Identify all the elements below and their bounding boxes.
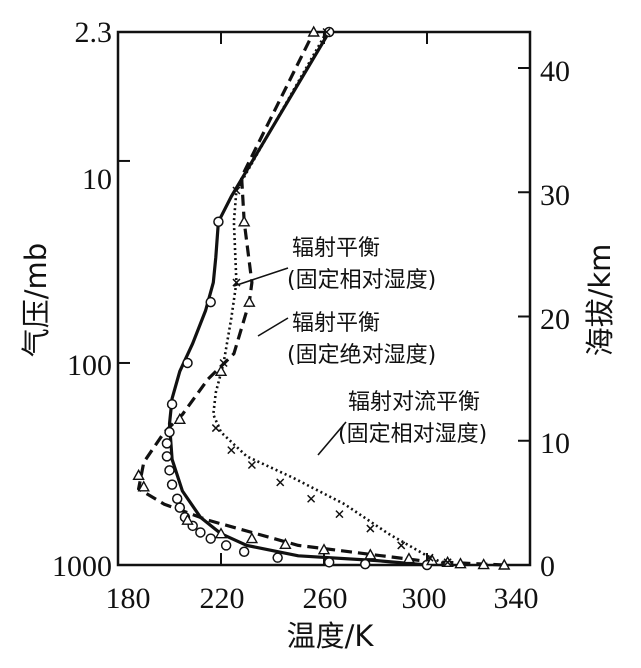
data-point-circle [213, 216, 224, 228]
annotation-arrow [257, 317, 289, 337]
data-point-circle [182, 357, 193, 369]
y-right-tick-label: 30 [540, 179, 570, 212]
data-point-x [276, 478, 285, 487]
data-point-circle [161, 438, 173, 449]
data-point-triangle [137, 480, 150, 492]
series-line-solid [167, 31, 428, 567]
data-point-circle [174, 502, 186, 513]
y-right-axis-title: 海拔/km [583, 244, 617, 357]
data-point-x [219, 358, 228, 368]
data-point-triangle [402, 552, 416, 564]
x-tick-label: 180 [106, 582, 151, 615]
data-point-x [307, 494, 316, 503]
series-line-dashed [137, 31, 505, 567]
x-tick-label: 300 [402, 582, 447, 615]
data-point-triangle [181, 513, 194, 525]
annotation-radiative-fixed-rh-line2: (固定相对湿度) [287, 268, 436, 293]
data-point-triangle [454, 557, 467, 569]
data-point-triangle [132, 468, 145, 481]
axis-ticks [117, 31, 531, 566]
y-right-tick-label: 40 [540, 55, 570, 88]
data-point-triangle [477, 558, 490, 570]
y-left-tick-label: 2.3 [75, 16, 113, 49]
data-point-circle [323, 557, 335, 568]
data-point-circle [164, 426, 175, 438]
data-point-x [335, 510, 344, 519]
data-point-triangle [214, 364, 228, 377]
markers-layer [132, 25, 511, 571]
data-point-circle [272, 552, 283, 563]
annotation-arrow [233, 267, 289, 287]
y-left-tick-label: 10 [82, 163, 112, 196]
data-point-x [232, 186, 241, 195]
data-point-triangle [237, 215, 251, 227]
annotation-radiative-fixed-ah-line1: 辐射平衡 [292, 311, 380, 336]
data-point-x [366, 524, 375, 533]
data-point-circle [161, 451, 173, 462]
data-point-x [425, 553, 434, 562]
data-point-circle [323, 26, 335, 38]
data-point-circle [205, 296, 216, 308]
data-point-circle [205, 533, 216, 544]
annotation-rad-conv-fixed-rh-line2: (固定相对湿度) [338, 422, 487, 447]
series-layer [137, 31, 505, 567]
data-point-triangle [307, 25, 320, 37]
y-right-tick-label: 20 [540, 303, 570, 336]
data-point-triangle [317, 543, 331, 555]
data-point-triangle [498, 558, 511, 570]
annotation-arrow [317, 421, 347, 456]
data-point-triangle [214, 527, 228, 539]
y-left-axis-title: 气压/mb [19, 243, 53, 357]
data-point-triangle [173, 412, 186, 424]
annotation-rad-conv-fixed-rh-line1: 辐射对流平衡 [348, 390, 480, 415]
data-point-circle [195, 527, 206, 538]
data-point-triangle [243, 295, 256, 307]
x-tick-label: 260 [303, 582, 348, 615]
data-point-x [322, 27, 331, 37]
data-point-triangle [279, 537, 292, 550]
data-point-triangle [364, 548, 377, 560]
data-point-circle [166, 479, 178, 490]
y-right-tick-label: 10 [540, 427, 570, 460]
data-point-x [247, 460, 256, 470]
annotation-radiative-fixed-rh-line1: 辐射平衡 [292, 236, 380, 261]
data-point-circle [166, 398, 178, 410]
data-point-circle [359, 558, 371, 570]
y-left-tick-label: 1000 [52, 550, 112, 583]
annotation-radiative-fixed-ah-line2: (固定绝对湿度) [287, 343, 436, 368]
data-point-circle [171, 493, 183, 505]
data-point-circle [220, 540, 232, 551]
data-point-circle [238, 546, 250, 558]
data-point-x [397, 541, 406, 550]
data-point-x [211, 424, 220, 433]
x-tick-label: 340 [494, 582, 539, 615]
x-axis-title: 温度/K [287, 619, 375, 653]
data-point-circle [164, 465, 175, 476]
data-point-triangle [245, 532, 259, 544]
x-tick-label: 220 [200, 582, 245, 615]
data-point-x [443, 558, 452, 567]
data-point-x [227, 446, 236, 455]
y-left-tick-label: 100 [67, 349, 112, 382]
y-right-tick-label: 0 [540, 550, 555, 583]
